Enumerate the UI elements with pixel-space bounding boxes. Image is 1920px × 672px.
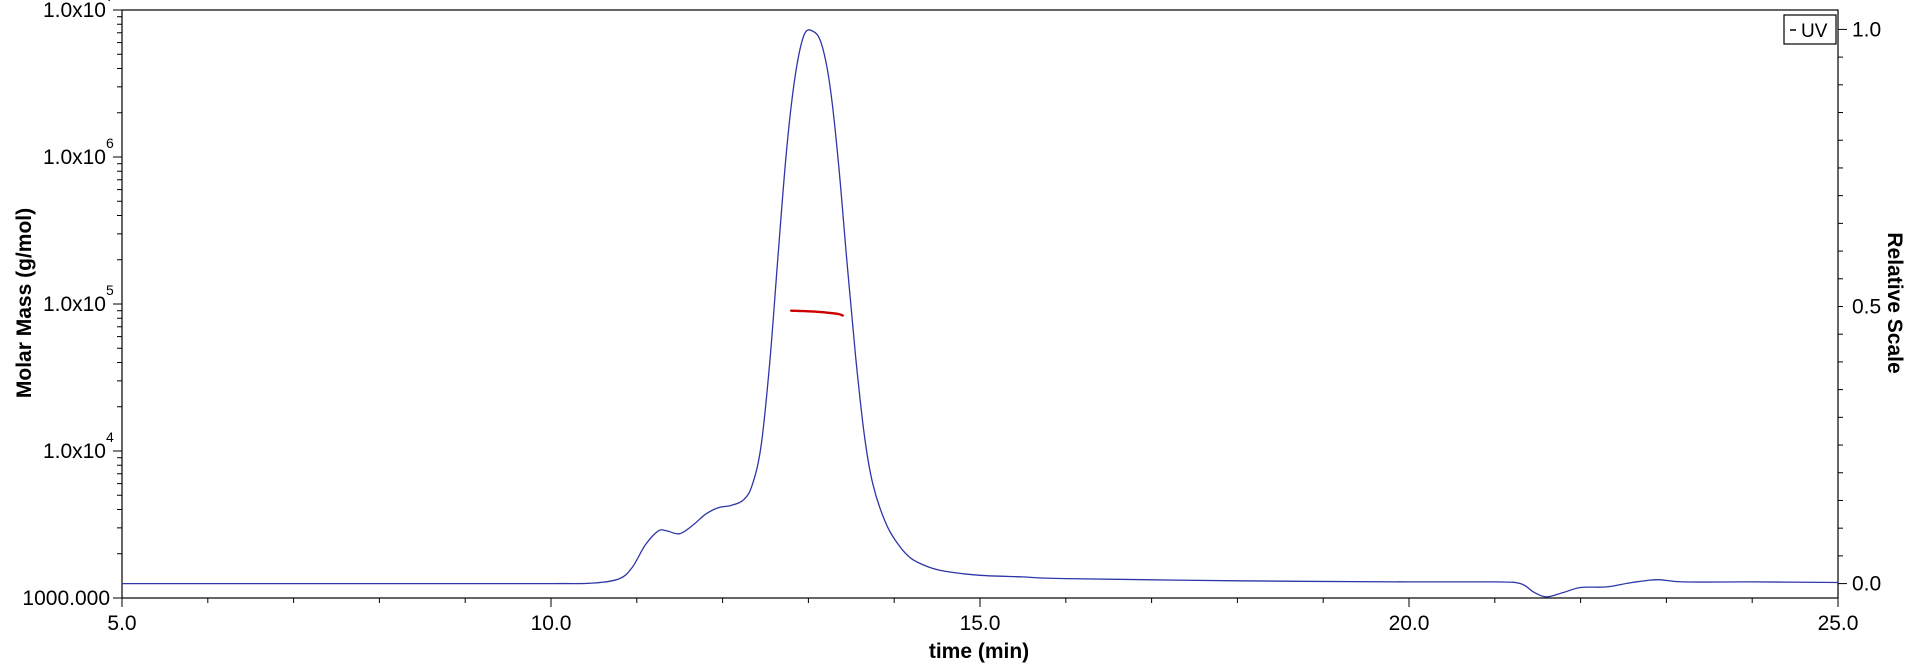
left-y-tick-label: 1.0x10 [43, 146, 106, 169]
plot-frame [121, 9, 1839, 599]
left-y-tick-label: 1000.000 [22, 587, 110, 610]
right-y-tick-label: 0.5 [1852, 295, 1881, 318]
legend: UV [1783, 14, 1837, 45]
left-y-tick-exponent: 5 [106, 282, 114, 298]
left-y-tick-exponent: 6 [106, 135, 114, 151]
plot-border [121, 9, 1839, 599]
x-axis-title: time (min) [929, 640, 1029, 663]
x-tick-label: 20.0 [1389, 612, 1430, 635]
molar-mass-trace-line [790, 309, 844, 317]
left-y-tick-label: 1.0x10 [43, 440, 106, 463]
left-y-tick-exponent: 7 [106, 0, 114, 4]
right-y-axis-title: Relative Scale [1883, 232, 1906, 373]
series-layer [121, 29, 1839, 598]
x-tick-label: 15.0 [960, 612, 1001, 635]
uv-trace-line [121, 29, 1839, 598]
x-tick-label: 5.0 [107, 612, 136, 635]
right-y-tick-label: 1.0 [1852, 18, 1881, 41]
legend-label-uv: UV [1801, 21, 1828, 42]
left-y-tick-exponent: 4 [106, 429, 114, 445]
left-y-tick-label: 1.0x10 [43, 293, 106, 316]
x-tick-label: 10.0 [531, 612, 572, 635]
left-y-tick-label: 1.0x10 [43, 0, 106, 22]
right-y-tick-label: 0.0 [1852, 573, 1881, 596]
left-y-axis-title: Molar Mass (g/mol) [13, 208, 36, 398]
x-tick-label: 25.0 [1818, 612, 1859, 635]
x-axis-ticks: 5.0 10.0 15.0 20.0 25.0 [107, 598, 1858, 635]
right-y-axis-ticks: 0.0 0.5 1.0 [1838, 18, 1881, 596]
